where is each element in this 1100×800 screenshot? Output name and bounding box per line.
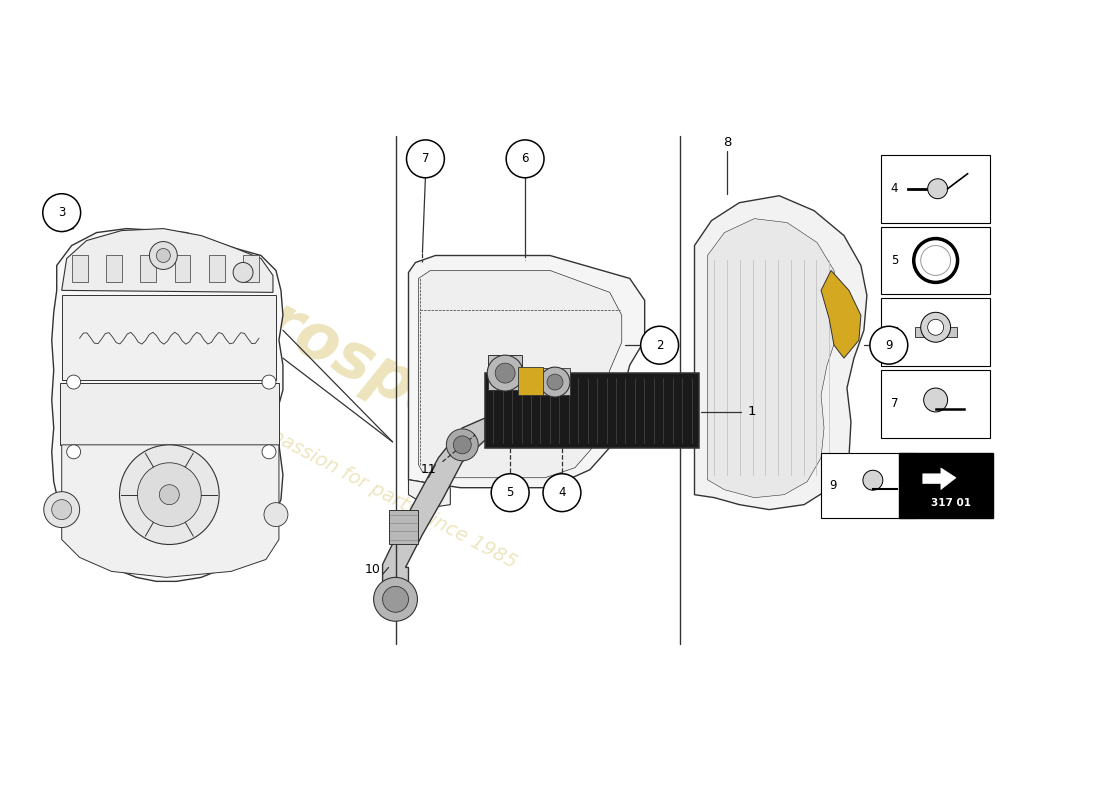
Text: 7: 7 (891, 398, 899, 410)
Polygon shape (540, 368, 570, 395)
FancyBboxPatch shape (881, 298, 990, 366)
Circle shape (67, 445, 80, 458)
Circle shape (870, 326, 907, 364)
Circle shape (43, 194, 80, 231)
Circle shape (487, 355, 524, 391)
Polygon shape (694, 196, 867, 510)
Text: 1: 1 (747, 406, 756, 418)
Polygon shape (418, 270, 622, 478)
FancyBboxPatch shape (915, 327, 957, 338)
Circle shape (453, 436, 471, 454)
Circle shape (407, 140, 444, 178)
Circle shape (67, 375, 80, 389)
Circle shape (44, 492, 79, 527)
Circle shape (921, 312, 950, 342)
FancyBboxPatch shape (209, 254, 224, 282)
FancyBboxPatch shape (72, 254, 88, 282)
Polygon shape (821, 270, 861, 358)
FancyBboxPatch shape (106, 254, 122, 282)
Circle shape (138, 462, 201, 526)
Text: eurospares: eurospares (178, 248, 563, 492)
Circle shape (862, 470, 883, 490)
Circle shape (924, 388, 947, 412)
Text: 11: 11 (420, 463, 437, 476)
Polygon shape (923, 468, 956, 490)
Circle shape (52, 500, 72, 519)
Polygon shape (488, 355, 522, 390)
Circle shape (156, 249, 170, 262)
FancyBboxPatch shape (881, 155, 990, 222)
Text: 9: 9 (829, 478, 836, 492)
Text: 4: 4 (891, 182, 899, 195)
Text: 3: 3 (58, 206, 65, 219)
Circle shape (374, 578, 418, 622)
Polygon shape (383, 418, 485, 607)
Polygon shape (408, 255, 645, 488)
Circle shape (540, 367, 570, 397)
Text: 6: 6 (891, 326, 899, 338)
Text: 6: 6 (521, 152, 529, 166)
Circle shape (927, 319, 944, 335)
Polygon shape (408, 480, 450, 508)
Polygon shape (707, 218, 839, 498)
Circle shape (640, 326, 679, 364)
Text: 5: 5 (506, 486, 514, 499)
Circle shape (447, 429, 478, 461)
Circle shape (383, 586, 408, 612)
Polygon shape (62, 445, 279, 578)
Circle shape (120, 445, 219, 545)
Text: 5: 5 (891, 254, 899, 267)
Circle shape (547, 374, 563, 390)
Text: a passion for parts since 1985: a passion for parts since 1985 (251, 417, 520, 572)
Text: 4: 4 (558, 486, 565, 499)
FancyBboxPatch shape (881, 370, 990, 438)
Circle shape (927, 178, 947, 198)
Circle shape (495, 363, 515, 383)
Text: 317 01: 317 01 (931, 498, 971, 508)
Circle shape (262, 375, 276, 389)
FancyBboxPatch shape (59, 383, 279, 445)
FancyBboxPatch shape (175, 254, 190, 282)
Text: 10: 10 (365, 563, 381, 576)
Text: 2: 2 (656, 338, 663, 352)
Circle shape (506, 140, 544, 178)
Circle shape (264, 502, 288, 526)
Polygon shape (62, 229, 273, 292)
Circle shape (262, 445, 276, 458)
Circle shape (150, 242, 177, 270)
FancyBboxPatch shape (881, 226, 990, 294)
FancyBboxPatch shape (821, 453, 915, 518)
Text: 9: 9 (886, 338, 892, 352)
Circle shape (543, 474, 581, 512)
FancyBboxPatch shape (485, 373, 700, 448)
Circle shape (233, 262, 253, 282)
Text: 7: 7 (421, 152, 429, 166)
FancyBboxPatch shape (140, 254, 156, 282)
Circle shape (160, 485, 179, 505)
FancyBboxPatch shape (899, 453, 993, 518)
Circle shape (492, 474, 529, 512)
FancyBboxPatch shape (518, 367, 543, 395)
Polygon shape (52, 229, 283, 582)
FancyBboxPatch shape (62, 295, 276, 380)
Polygon shape (388, 510, 418, 545)
Text: 8: 8 (723, 136, 732, 150)
FancyBboxPatch shape (243, 254, 258, 282)
